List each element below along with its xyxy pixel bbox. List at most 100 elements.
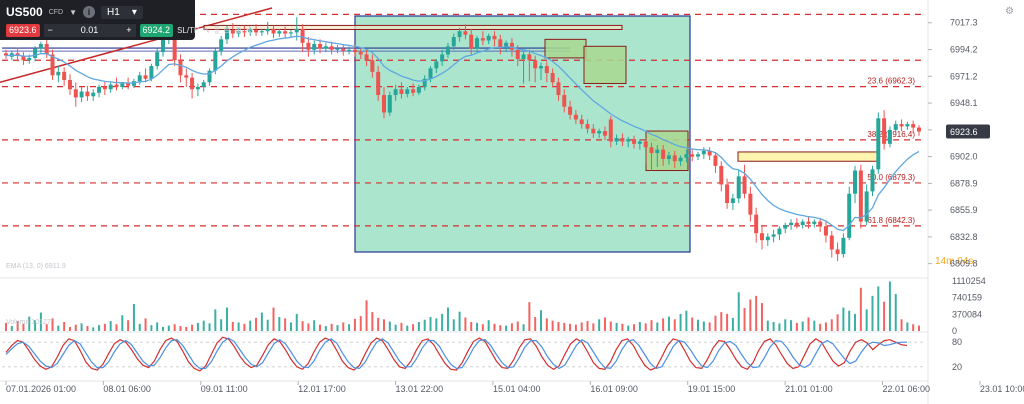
candle-body bbox=[27, 57, 32, 61]
candle-body bbox=[818, 221, 823, 227]
volume-bar bbox=[458, 311, 461, 331]
volume-bar bbox=[28, 316, 31, 331]
volume-bar bbox=[74, 324, 77, 331]
volume-bar bbox=[487, 320, 490, 331]
volume-bar bbox=[243, 323, 246, 331]
volume-bar bbox=[202, 320, 205, 331]
volume-bar bbox=[231, 321, 234, 331]
volume-bar bbox=[888, 281, 891, 331]
time-tick-label: 19.01 15:00 bbox=[688, 384, 736, 394]
candle-body bbox=[457, 31, 462, 38]
ema-line bbox=[5, 35, 920, 232]
buy-button[interactable]: 6924.2 bbox=[139, 23, 174, 37]
volume-bar bbox=[394, 324, 397, 331]
candle-body bbox=[486, 35, 491, 41]
candle-body bbox=[847, 193, 852, 238]
candle-icon[interactable]: ⫼ bbox=[214, 24, 219, 35]
symbol-label[interactable]: US500 bbox=[6, 5, 43, 19]
candle-body bbox=[562, 95, 567, 107]
candle-body bbox=[812, 221, 817, 224]
volume-bar bbox=[452, 319, 455, 331]
volume-bar bbox=[510, 323, 513, 331]
info-icon[interactable]: i bbox=[83, 6, 96, 18]
fib-level-label: 23.6 (6962.3) bbox=[867, 77, 915, 86]
volume-bar bbox=[167, 325, 170, 331]
time-tick-label: 23.01 10:00 bbox=[980, 384, 1024, 394]
candle-body bbox=[102, 86, 107, 90]
candle-body bbox=[416, 86, 421, 93]
volume-bar bbox=[737, 292, 740, 331]
candle-body bbox=[149, 66, 154, 79]
volume-bar bbox=[225, 307, 228, 331]
time-tick-label: 12.01 17:00 bbox=[298, 384, 346, 394]
candle-body bbox=[573, 114, 578, 120]
volume-bar bbox=[382, 319, 385, 331]
volume-bar bbox=[429, 317, 432, 331]
candle-body bbox=[50, 54, 55, 76]
volume-bar bbox=[603, 317, 606, 331]
volume-bar bbox=[522, 324, 525, 331]
volume-bar bbox=[528, 302, 531, 331]
volume-bar bbox=[807, 317, 810, 331]
symbol-caret-icon[interactable]: ▼ bbox=[69, 7, 78, 17]
timeframe-select[interactable]: H1 ▾ bbox=[101, 5, 143, 19]
quantity-increase-button[interactable]: + bbox=[126, 25, 132, 35]
volume-bar bbox=[441, 313, 444, 331]
quantity-decrease-button[interactable]: − bbox=[47, 25, 53, 35]
sltp-button[interactable]: SL/TP bbox=[177, 25, 200, 35]
candle-body bbox=[917, 127, 921, 132]
candle-body bbox=[550, 73, 555, 83]
candle-body bbox=[661, 149, 666, 159]
volume-bar bbox=[5, 322, 7, 331]
volume-bar bbox=[365, 300, 368, 331]
volume-bar bbox=[255, 317, 258, 331]
candle-body bbox=[748, 193, 753, 215]
candle-body bbox=[835, 249, 840, 255]
volume-bar bbox=[842, 307, 845, 331]
volume-bar bbox=[499, 325, 502, 331]
candle-body bbox=[265, 28, 270, 32]
volume-bar bbox=[673, 319, 676, 331]
volume-bar bbox=[156, 322, 159, 331]
volume-bar bbox=[778, 323, 781, 331]
candle-body bbox=[649, 147, 654, 154]
volume-tick-label: 370084 bbox=[952, 309, 982, 319]
volume-bar bbox=[34, 320, 37, 331]
volume-bar bbox=[481, 324, 484, 331]
volume-bar bbox=[714, 315, 717, 331]
volume-bar bbox=[371, 312, 374, 331]
symbol-row: US500 CFD ▼ i H1 ▾ bbox=[6, 4, 143, 20]
volume-bar bbox=[662, 318, 665, 331]
candle-body bbox=[224, 30, 229, 40]
volume-bar bbox=[45, 324, 48, 331]
quantity-stepper[interactable]: − 0.01 + bbox=[43, 23, 136, 37]
time-tick-label: 15.01 04:00 bbox=[493, 384, 541, 394]
volume-tick-label: 740159 bbox=[952, 293, 982, 303]
volume-bar bbox=[115, 324, 118, 331]
quantity-value[interactable]: 0.01 bbox=[80, 25, 99, 35]
candle-body bbox=[387, 95, 392, 113]
time-tick-label: 21.01 01:00 bbox=[785, 384, 833, 394]
candle-body bbox=[707, 150, 712, 156]
volume-bar bbox=[830, 319, 833, 331]
volume-bar bbox=[295, 313, 298, 331]
zoom-in-icon[interactable]: ⊕ bbox=[234, 24, 243, 35]
volume-bar bbox=[516, 321, 519, 331]
volume-bar bbox=[336, 325, 339, 331]
crosshair-icon[interactable]: ✣ bbox=[246, 24, 254, 35]
candle-body bbox=[602, 131, 607, 136]
volume-bar bbox=[854, 313, 857, 331]
candle-body bbox=[376, 71, 381, 96]
candle-body bbox=[312, 43, 317, 50]
zoom-out-icon[interactable]: ⊖ bbox=[222, 24, 231, 35]
volume-bar bbox=[220, 319, 223, 331]
volume-legend: Volume 10127 bbox=[6, 319, 51, 326]
volume-bar bbox=[912, 324, 915, 331]
volume-bar bbox=[324, 326, 327, 331]
sell-button[interactable]: 6923.6 bbox=[6, 23, 40, 37]
candle-body bbox=[428, 68, 433, 79]
line-tool-icon[interactable]: ∿ bbox=[203, 24, 211, 35]
volume-bar bbox=[388, 321, 391, 331]
